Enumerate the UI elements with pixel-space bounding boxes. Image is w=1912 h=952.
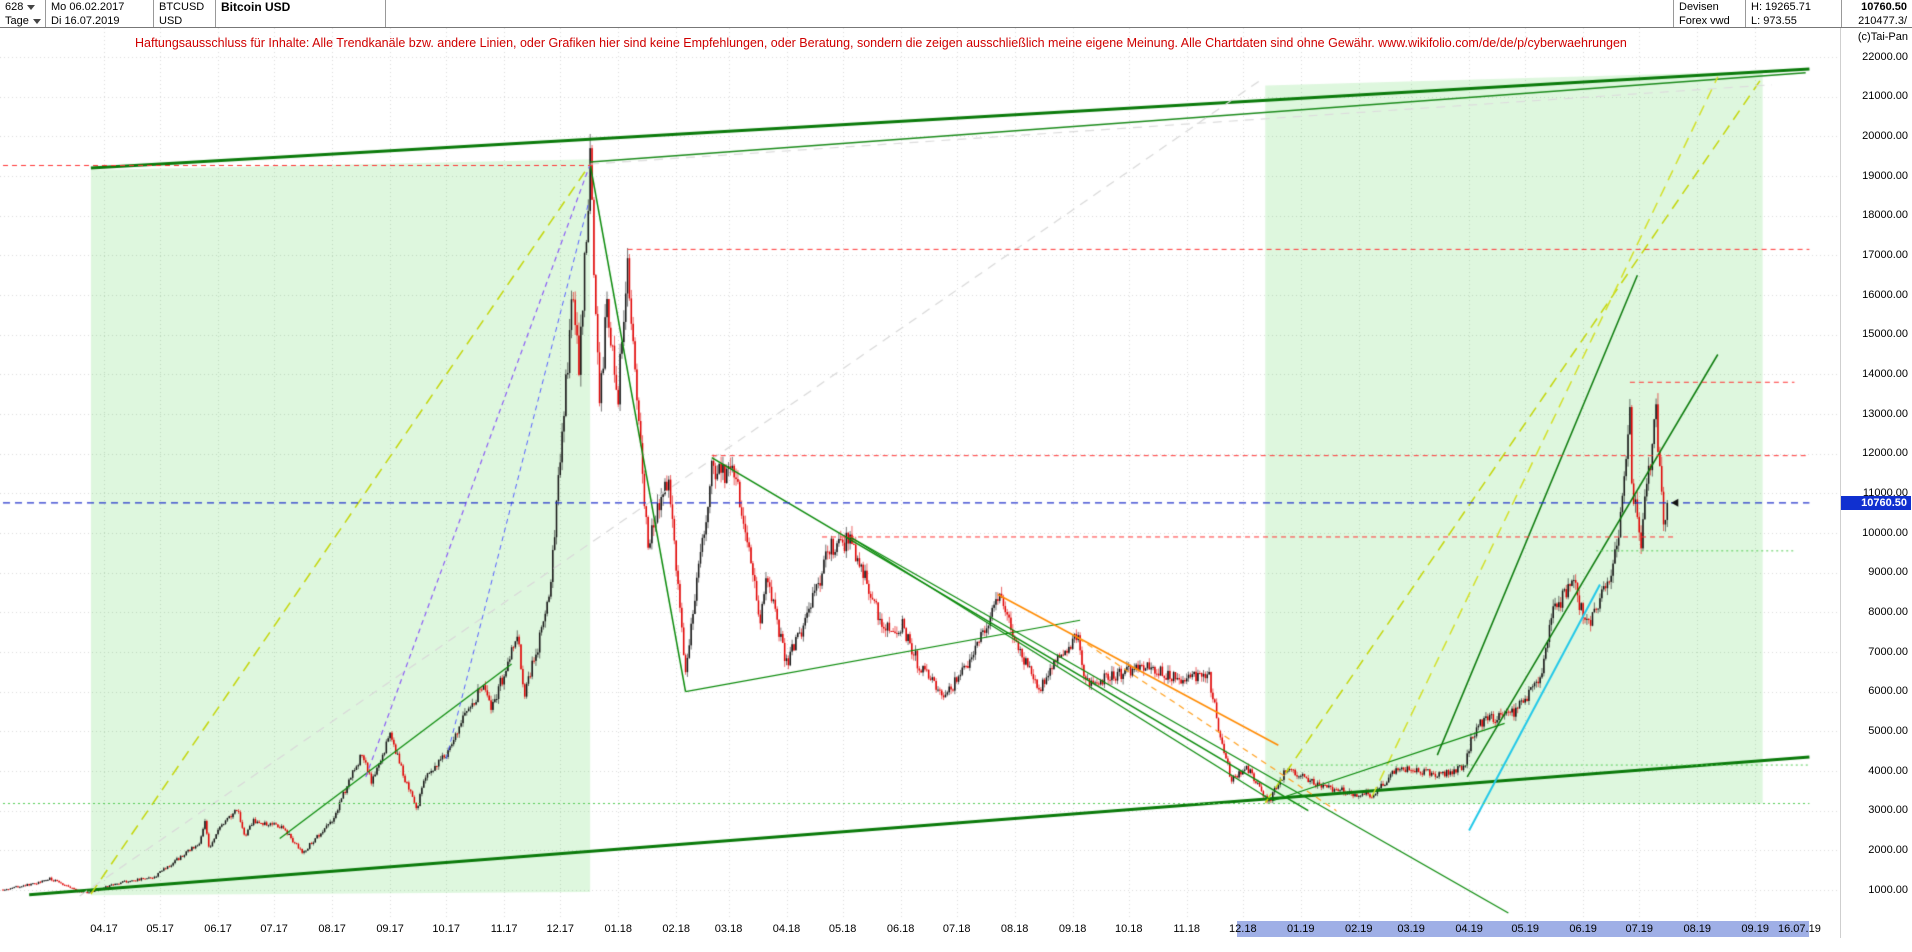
x-axis-label: 07.18	[942, 923, 971, 935]
header-volume: 210477.3/	[1858, 15, 1907, 27]
x-axis-label: 07.17	[260, 923, 288, 935]
x-axis-label: 07.19	[1625, 923, 1654, 935]
x-axis-label: 01.18	[604, 923, 632, 935]
x-axis-label: 10.18	[1114, 923, 1143, 935]
low-value: L: 973.55	[1751, 15, 1797, 27]
x-axis-label: 10.17	[432, 923, 460, 935]
time-axis[interactable]: 16.07.19 04.17 05.17 06.17 07.17 08.17 09.17 1…	[0, 921, 1840, 939]
bars-count: 628	[5, 1, 24, 13]
x-axis-label: 12.17	[546, 923, 575, 935]
x-axis-label: 02.18	[662, 923, 690, 935]
axis-separator	[1840, 28, 1841, 938]
x-axis-label: 02.19	[1344, 923, 1373, 935]
y-axis-label: 19000.00	[1862, 169, 1908, 182]
y-axis-label: 2000.00	[1868, 843, 1908, 856]
x-axis-label: 06.17	[204, 923, 232, 935]
caret-down-icon	[32, 18, 41, 24]
x-axis-label: 05.18	[828, 923, 857, 935]
x-axis-label: 01.19	[1287, 923, 1315, 935]
x-axis-label: 04.18	[772, 923, 801, 935]
last-price-tag: 10760.50	[1841, 495, 1911, 510]
y-axis-label: 5000.00	[1868, 724, 1908, 737]
symbol-cell: BTCUSD USD	[154, 0, 216, 27]
last-bar-date-label: 16.07.19	[1778, 923, 1821, 935]
y-axis-label: 16000.00	[1862, 288, 1908, 301]
x-axis-label: 09.19	[1741, 923, 1769, 935]
y-axis-label: 1000.00	[1868, 883, 1908, 896]
y-axis-label: 10000.00	[1862, 526, 1908, 539]
market-label: Devisen	[1679, 1, 1719, 13]
y-axis-label: 7000.00	[1868, 645, 1908, 658]
x-axis-label: 08.18	[1000, 923, 1029, 935]
x-axis-label: 08.19	[1683, 923, 1711, 935]
last-price-cell: 10760.50 210477.3/	[1841, 0, 1912, 27]
x-axis-label: 08.17	[318, 923, 346, 935]
x-axis-label: 11.17	[490, 923, 518, 935]
x-axis-label: 05.19	[1511, 923, 1539, 935]
y-axis-label: 4000.00	[1868, 764, 1908, 777]
y-axis-label: 22000.00	[1862, 50, 1908, 63]
y-axis-label: 8000.00	[1868, 605, 1908, 618]
header-spacer	[386, 0, 1673, 27]
x-axis-label: 04.19	[1455, 923, 1483, 935]
x-axis-label: 11.18	[1173, 923, 1201, 935]
y-axis-label: 17000.00	[1862, 248, 1908, 261]
y-axis-label: 12000.00	[1862, 447, 1908, 460]
symbol: BTCUSD	[159, 1, 205, 13]
x-axis-label: 09.17	[376, 923, 404, 935]
x-axis-label: 12.18	[1229, 923, 1257, 935]
x-axis-label: 04.17	[90, 923, 118, 935]
end-date: Di 16.07.2019	[51, 15, 120, 27]
x-axis-label: 03.18	[714, 923, 743, 935]
y-axis-label: 13000.00	[1862, 407, 1908, 420]
visible-range-bar[interactable]	[1237, 921, 1810, 937]
start-date: Mo 06.02.2017	[51, 1, 125, 13]
y-axis-label: 14000.00	[1862, 367, 1908, 380]
disclaimer-text: Haftungsausschluss für Inhalte: Alle Tre…	[135, 36, 1627, 50]
caret-down-icon	[27, 4, 36, 10]
y-axis-label: 3000.00	[1868, 804, 1908, 817]
date-range-cell: Mo 06.02.2017 Di 16.07.2019	[46, 0, 154, 27]
header-bar: 628 Tage Mo 06.02.2017 Di 16.07.2019 BTC…	[0, 0, 1912, 28]
x-axis-label: 05.17	[146, 923, 174, 935]
y-axis-label: 9000.00	[1868, 566, 1908, 579]
price-axis[interactable]: 22000.00 21000.00 20000.00 19000.00 18000.00…	[1843, 0, 1912, 952]
instrument-name-cell: Bitcoin USD	[216, 0, 386, 27]
feed-label: Forex vwd	[1679, 15, 1730, 27]
market-feed-cell: Devisen Forex vwd	[1673, 0, 1745, 27]
high-low-cell: H: 19265.71 L: 973.55	[1745, 0, 1841, 27]
y-axis-label: 20000.00	[1862, 129, 1908, 142]
x-axis-label: 06.19	[1569, 923, 1597, 935]
header-last-price: 10760.50	[1861, 1, 1907, 13]
high-value: H: 19265.71	[1751, 1, 1811, 13]
period-select: Tage	[5, 15, 29, 27]
x-axis-label: 09.18	[1058, 923, 1087, 935]
y-axis-label: 21000.00	[1862, 90, 1908, 103]
currency: USD	[159, 15, 183, 27]
x-axis-label: 03.19	[1397, 923, 1425, 935]
y-axis-label: 6000.00	[1868, 685, 1908, 698]
copyright-label: (c)Tai-Pan	[1857, 31, 1908, 43]
y-axis-label: 18000.00	[1862, 209, 1908, 222]
x-axis-label: 06.18	[886, 923, 915, 935]
bars-period-select[interactable]: 628 Tage	[0, 0, 46, 27]
instrument-name: Bitcoin USD	[221, 0, 291, 14]
y-axis-label: 15000.00	[1862, 328, 1908, 341]
